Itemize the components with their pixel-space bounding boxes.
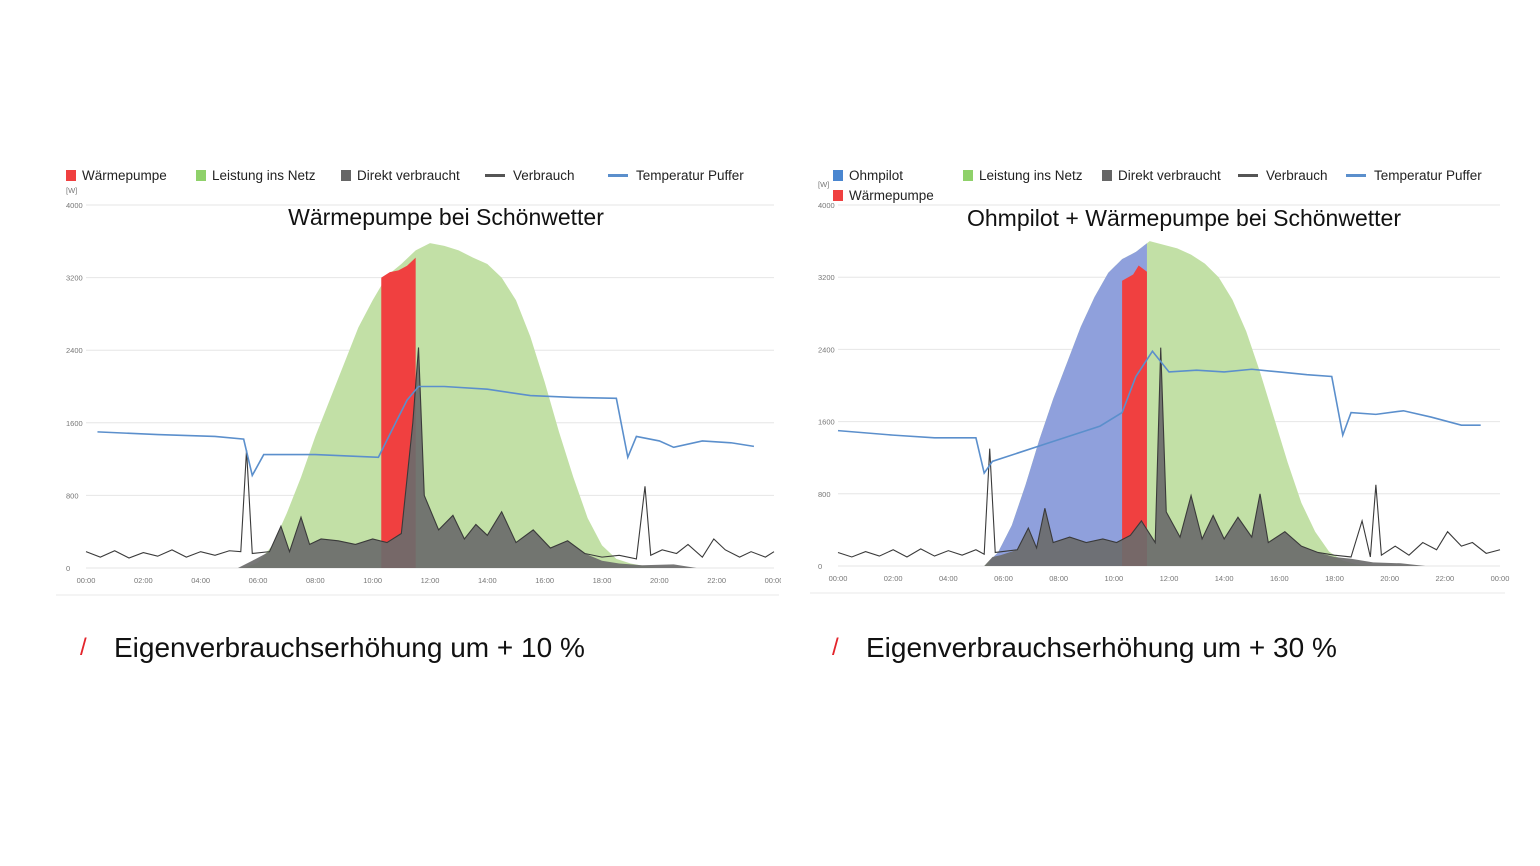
c0-x-tick-label: 16:00 <box>535 576 554 585</box>
c1-legend-swatch <box>833 170 843 181</box>
c0-legend-swatch <box>341 170 351 181</box>
c1-series-ohmpilot-area <box>989 243 1147 566</box>
c1-legend-line-swatch <box>1238 174 1258 177</box>
c0-x-tick-label: 00:00 <box>77 576 96 585</box>
caption-right: / Eigenverbrauchserhöhung um + 30 % <box>832 628 1337 668</box>
caption-slash-left: / <box>80 634 87 661</box>
c1-x-tick-label: 02:00 <box>884 574 903 583</box>
c0-series-temperature-line <box>97 385 755 478</box>
c0-x-tick-label: 10:00 <box>363 576 382 585</box>
c0-y-tick-label: 0 <box>66 564 70 573</box>
c1-legend-label: Leistung ins Netz <box>979 168 1083 183</box>
c1-series-direct-area <box>984 347 1426 566</box>
c1-legend-item: Verbrauch <box>1238 168 1328 183</box>
c0-x-tick-label: 14:00 <box>478 576 497 585</box>
c1-legend-item: Temperatur Puffer <box>1346 168 1482 183</box>
c1-legend-label: Wärmepumpe <box>849 188 934 203</box>
c0-y-tick-label: 3200 <box>66 274 83 283</box>
c1-x-tick-label: 16:00 <box>1270 574 1289 583</box>
chart-panel-right: 0 800 1600 2400 3200 4000 [W] 00:00 02:00 04:00 06… <box>810 150 1515 600</box>
c1-x-tick-label: 18:00 <box>1325 574 1344 583</box>
c0-y-tick-label: 1600 <box>66 419 83 428</box>
c1-x-tick-label: 04:00 <box>939 574 958 583</box>
caption-left: / Eigenverbrauchserhöhung um + 10 % <box>80 628 585 668</box>
c1-series-heatpump-area <box>1122 265 1147 566</box>
c1-y-tick-label: 2400 <box>818 345 835 354</box>
c0-x-tick-label: 20:00 <box>650 576 669 585</box>
c0-legend-item: Leistung ins Netz <box>196 168 316 183</box>
c1-x-tick-label: 06:00 <box>994 574 1013 583</box>
c1-x-tick-label: 10:00 <box>1104 574 1123 583</box>
chart-ohmpilot-heatpump-sunny: 0 800 1600 2400 3200 4000 [W] 00:00 02:00 04:00 06… <box>810 168 1510 594</box>
c0-legend-line-swatch <box>608 174 628 177</box>
c0-series-grid-feed-area <box>243 243 660 568</box>
c0-x-tick-label: 18:00 <box>593 576 612 585</box>
c0-legend-label: Direkt verbraucht <box>357 168 460 183</box>
c1-x-tick-label: 00:00 <box>1491 574 1510 583</box>
c1-series-consumption-line <box>837 347 1501 558</box>
c0-unit-label: [W] <box>66 186 77 195</box>
c0-x-tick-label: 08:00 <box>306 576 325 585</box>
c1-y-tick-label: 800 <box>818 490 831 499</box>
c0-legend-label: Leistung ins Netz <box>212 168 316 183</box>
c0-legend-line-swatch <box>485 174 505 177</box>
c0-series-direct-area <box>237 347 697 568</box>
c1-legend-item: Direkt verbraucht <box>1102 168 1221 183</box>
c1-legend-label: Verbrauch <box>1266 168 1328 183</box>
caption-text-right: Eigenverbrauchserhöhung um + 30 % <box>866 632 1337 663</box>
c0-legend-swatch <box>196 170 206 181</box>
chart-panel-left: 0 800 1600 2400 3200 4000 [W] 00:00 02:00 04:00 06… <box>56 150 781 600</box>
c0-legend-item: Verbrauch <box>485 168 575 183</box>
c0-x-tick-label: 04:00 <box>191 576 210 585</box>
caption-slash-right: / <box>832 634 839 661</box>
c1-x-tick-label: 00:00 <box>829 574 848 583</box>
c1-legend-swatch <box>833 190 843 201</box>
c1-legend-label: Temperatur Puffer <box>1374 168 1482 183</box>
c0-x-tick-label: 12:00 <box>421 576 440 585</box>
c0-legend-item: Temperatur Puffer <box>608 168 744 183</box>
c0-chart-title: Wärmepumpe bei Schönwetter <box>288 204 604 230</box>
c1-y-tick-label: 3200 <box>818 273 835 282</box>
c1-legend-label: Direkt verbraucht <box>1118 168 1221 183</box>
c0-y-tick-label: 800 <box>66 491 79 500</box>
c0-x-tick-label: 06:00 <box>249 576 268 585</box>
c0-legend-label: Verbrauch <box>513 168 575 183</box>
c1-x-tick-label: 08:00 <box>1049 574 1068 583</box>
c1-legend-item: Ohmpilot <box>833 168 903 183</box>
c1-legend-line-swatch <box>1346 174 1366 177</box>
c1-unit-label: [W] <box>818 180 829 189</box>
c0-x-tick-label: 02:00 <box>134 576 153 585</box>
c1-x-tick-label: 20:00 <box>1380 574 1399 583</box>
c1-legend-item: Wärmepumpe <box>833 188 934 203</box>
caption-text-left: Eigenverbrauchserhöhung um + 10 % <box>114 632 585 663</box>
c0-y-tick-label: 2400 <box>66 346 83 355</box>
c1-y-tick-label: 0 <box>818 562 822 571</box>
c1-x-tick-label: 22:00 <box>1435 574 1454 583</box>
c1-legend-swatch <box>1102 170 1112 181</box>
c0-legend-item: Wärmepumpe <box>66 168 167 183</box>
c0-legend-label: Temperatur Puffer <box>636 168 744 183</box>
c0-x-tick-label: 00:00 <box>765 576 781 585</box>
c1-x-tick-label: 12:00 <box>1160 574 1179 583</box>
chart-heatpump-sunny: 0 800 1600 2400 3200 4000 [W] 00:00 02:00 04:00 06… <box>56 168 781 596</box>
c0-legend-label: Wärmepumpe <box>82 168 167 183</box>
c0-legend-item: Direkt verbraucht <box>341 168 460 183</box>
c1-legend-swatch <box>963 170 973 181</box>
c1-legend-label: Ohmpilot <box>849 168 903 183</box>
c1-y-tick-label: 4000 <box>818 201 835 210</box>
c1-legend-item: Leistung ins Netz <box>963 168 1083 183</box>
c1-series-temperature-line <box>837 349 1481 475</box>
c1-y-tick-label: 1600 <box>818 418 835 427</box>
c0-x-tick-label: 22:00 <box>707 576 726 585</box>
c0-legend-swatch <box>66 170 76 181</box>
c1-chart-title: Ohmpilot + Wärmepumpe bei Schönwetter <box>967 205 1401 231</box>
c0-series-consumption-line <box>85 347 775 560</box>
c0-y-tick-label: 4000 <box>66 201 83 210</box>
c1-x-tick-label: 14:00 <box>1215 574 1234 583</box>
